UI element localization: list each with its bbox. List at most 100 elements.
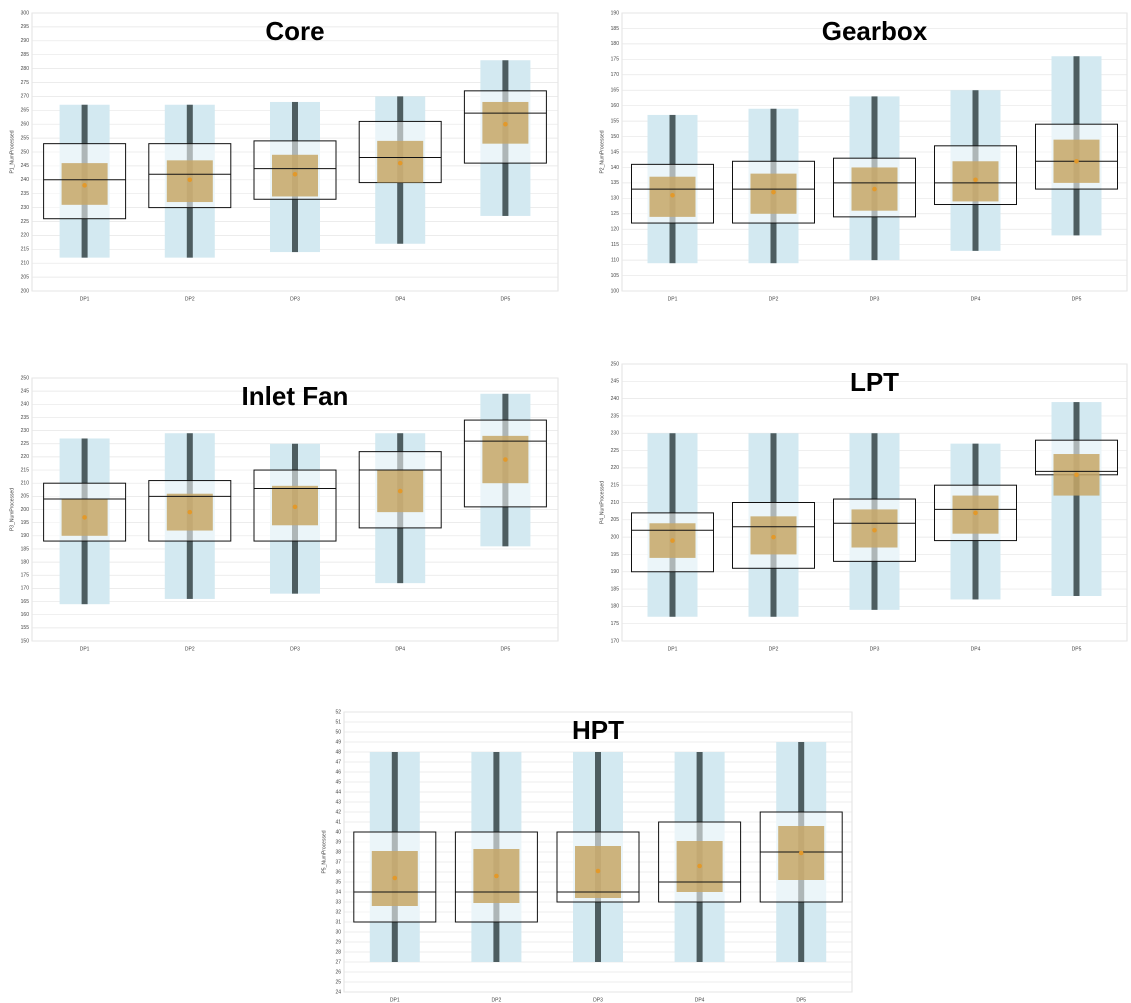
y-tick-label: 180	[21, 559, 30, 565]
y-tick-label: 215	[21, 467, 30, 473]
y-tick-label: 195	[21, 520, 30, 526]
y-tick-label: 210	[21, 261, 30, 267]
chart-panel: 150 155 160 165 170 175 180 185 190 195 200 205 210 2…	[9, 375, 559, 652]
x-tick-label: DP4	[395, 646, 405, 652]
y-tick-label: 160	[21, 612, 30, 618]
y-tick-label: 110	[611, 257, 619, 263]
chart-title: Core	[265, 16, 324, 46]
x-tick-label: DP4	[971, 646, 981, 652]
y-tick-label: 140	[611, 165, 620, 171]
y-tick-label: 30	[335, 929, 341, 935]
y-tick-label: 48	[335, 749, 341, 755]
y-tick-label: 230	[21, 428, 30, 434]
y-tick-label: 165	[611, 88, 620, 94]
y-tick-label: 105	[611, 273, 620, 279]
mean-dot	[187, 177, 193, 183]
y-tick-label: 36	[335, 869, 341, 875]
y-tick-label: 52	[335, 709, 341, 715]
mean-dot	[1074, 472, 1079, 478]
y-tick-label: 285	[21, 52, 30, 58]
mean-dot	[187, 509, 193, 515]
y-tick-label: 245	[611, 379, 620, 385]
y-tick-label: 31	[335, 919, 341, 925]
y-tick-label: 235	[21, 415, 30, 421]
x-tick-label: DP1	[668, 646, 678, 652]
mean-dot	[973, 177, 978, 183]
y-tick-label: 43	[335, 799, 341, 805]
y-tick-label: 170	[611, 72, 620, 78]
y-tick-label: 270	[21, 94, 30, 100]
y-tick-label: 34	[335, 889, 341, 895]
mean-dot	[494, 873, 499, 879]
mean-dot	[82, 183, 87, 188]
y-tick-label: 240	[611, 396, 620, 402]
y-tick-label: 235	[21, 191, 30, 197]
y-tick-label: 180	[611, 604, 620, 610]
chart-title: HPT	[572, 715, 624, 745]
chart-title: Gearbox	[822, 16, 928, 46]
mean-dot	[973, 510, 978, 516]
x-tick-label: DP1	[668, 296, 678, 302]
y-tick-label: 245	[21, 163, 30, 169]
y-tick-label: 220	[21, 233, 30, 239]
chart-title: LPT	[850, 367, 899, 397]
y-axis-label: P4_NumProcessed	[599, 481, 605, 524]
y-tick-label: 185	[21, 546, 30, 552]
chart-panel: 170 175 180 185 190 195 200 205 210 215 220 225 230 2…	[599, 361, 1128, 652]
y-tick-label: 220	[611, 465, 620, 471]
x-tick-label: DP3	[870, 646, 880, 652]
y-tick-label: 205	[21, 494, 30, 500]
y-tick-label: 200	[21, 288, 30, 294]
y-tick-label: 39	[335, 839, 341, 845]
y-tick-label: 130	[611, 196, 620, 202]
x-tick-label: DP5	[501, 296, 511, 302]
x-tick-label: DP1	[80, 296, 90, 302]
y-tick-label: 40	[335, 829, 341, 835]
y-tick-label: 47	[335, 759, 341, 765]
y-tick-label: 240	[21, 402, 30, 408]
y-tick-label: 24	[335, 989, 341, 995]
x-tick-label: DP5	[501, 646, 511, 652]
mean-dot	[798, 850, 804, 856]
y-tick-label: 160	[611, 103, 620, 109]
y-tick-label: 225	[611, 448, 620, 454]
x-tick-label: DP4	[971, 296, 981, 302]
y-tick-label: 175	[611, 621, 620, 627]
y-tick-label: 175	[611, 57, 620, 63]
x-tick-label: DP5	[1072, 296, 1082, 302]
y-tick-label: 32	[335, 909, 341, 915]
y-tick-label: 33	[335, 899, 341, 905]
y-tick-label: 280	[21, 66, 30, 72]
y-tick-label: 25	[335, 979, 341, 985]
y-tick-label: 37	[335, 859, 341, 865]
mean-dot	[670, 538, 675, 543]
y-tick-label: 250	[21, 149, 30, 155]
y-tick-label: 135	[611, 180, 620, 186]
x-tick-label: DP3	[290, 296, 300, 302]
y-tick-label: 185	[611, 586, 620, 592]
y-tick-label: 120	[611, 227, 620, 233]
y-tick-label: 265	[21, 108, 30, 114]
x-tick-label: DP5	[1072, 646, 1082, 652]
y-tick-label: 225	[21, 441, 30, 447]
mean-dot	[292, 171, 298, 177]
whisker	[1073, 402, 1080, 596]
mean-dot	[872, 527, 877, 533]
y-tick-label: 255	[21, 135, 30, 141]
y-tick-label: 230	[21, 205, 30, 211]
mean-dot	[771, 534, 776, 540]
y-tick-label: 42	[335, 809, 341, 815]
y-tick-label: 200	[21, 507, 30, 513]
y-tick-label: 28	[335, 949, 341, 955]
y-tick-label: 46	[335, 769, 341, 775]
x-tick-label: DP3	[870, 296, 880, 302]
x-tick-label: DP3	[290, 646, 300, 652]
chart-panel: 100 105 110 115 120 125 130 135 140 145 150 155 160 1…	[599, 10, 1128, 302]
y-tick-label: 44	[335, 789, 341, 795]
y-tick-label: 38	[335, 849, 341, 855]
y-tick-label: 245	[21, 388, 30, 394]
x-tick-label: DP5	[796, 997, 806, 1003]
chart-panel: 24 25 26 27 28 29 30 31 32 33 34 35 36 37 38 39 40 41 42 43…	[321, 709, 853, 1003]
mean-dot	[503, 457, 508, 462]
